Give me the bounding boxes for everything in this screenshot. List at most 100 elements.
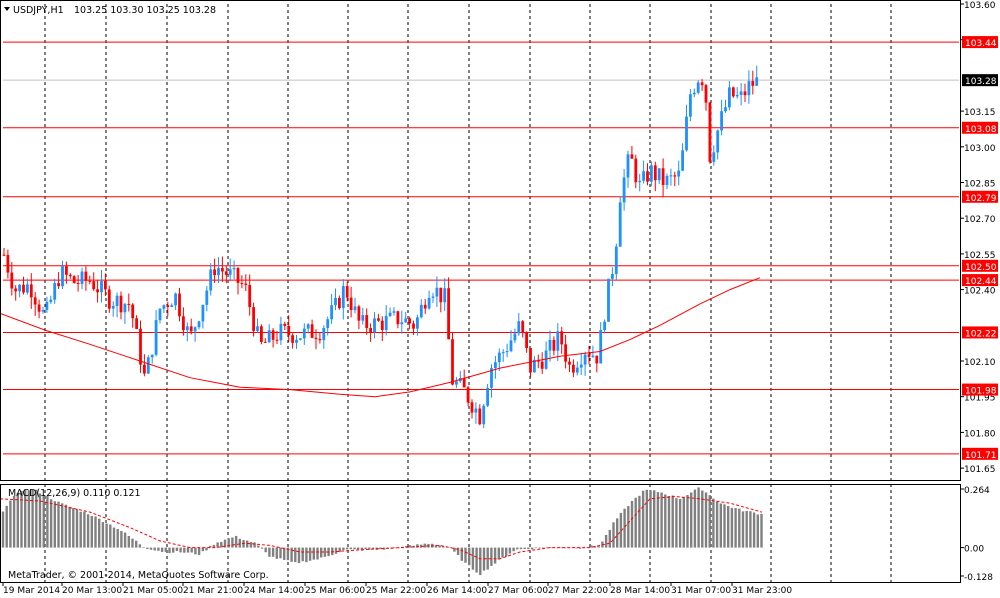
candle-body bbox=[731, 87, 735, 97]
candle-body bbox=[735, 94, 739, 97]
chevron-down-icon[interactable] bbox=[4, 7, 10, 11]
macd-bar bbox=[371, 547, 375, 550]
macd-bar bbox=[653, 490, 656, 548]
macd-bar bbox=[719, 503, 722, 548]
level-label: 103.44 bbox=[965, 39, 997, 49]
panel-frames bbox=[0, 0, 961, 583]
candle-body bbox=[96, 289, 99, 293]
macd-bar bbox=[349, 547, 352, 550]
candle-body bbox=[302, 328, 306, 339]
candle-body bbox=[174, 293, 177, 306]
macd-bar bbox=[597, 546, 600, 548]
candle-body bbox=[84, 271, 88, 281]
macd-bar bbox=[608, 529, 611, 548]
macd-bar bbox=[490, 547, 493, 566]
candle-body bbox=[314, 337, 318, 339]
candle-body bbox=[412, 323, 415, 329]
macd-bar bbox=[112, 527, 116, 548]
macd-bar bbox=[164, 547, 167, 552]
candle-body bbox=[318, 338, 322, 341]
candle-body bbox=[716, 130, 720, 153]
macd-bar bbox=[630, 500, 634, 548]
macd-bar bbox=[664, 494, 667, 548]
candle-body bbox=[377, 318, 380, 321]
candle-body bbox=[123, 303, 127, 313]
candle-body bbox=[158, 308, 162, 321]
level-label: 101.98 bbox=[965, 387, 997, 397]
candle-body bbox=[291, 335, 294, 343]
macd-bar bbox=[209, 545, 212, 548]
candle-body bbox=[552, 339, 556, 351]
price-axis-ticks: 103.60103.45103.15103.00102.85102.70102.… bbox=[960, 1, 996, 475]
candle-body bbox=[76, 283, 80, 285]
macd-bar bbox=[434, 545, 438, 548]
candle-body bbox=[260, 326, 263, 342]
macd-bar bbox=[453, 547, 456, 552]
macd-bar bbox=[20, 490, 23, 548]
price-tick-label: 101.80 bbox=[964, 429, 996, 439]
candle-body bbox=[392, 311, 396, 313]
macd-bar bbox=[693, 489, 697, 548]
candle-body bbox=[708, 102, 712, 162]
candle-body bbox=[2, 254, 6, 256]
macd-bar bbox=[271, 547, 275, 557]
candle-body bbox=[41, 310, 45, 312]
candle-body bbox=[37, 304, 41, 312]
candle-body bbox=[579, 364, 583, 368]
macd-bar bbox=[682, 497, 685, 548]
candle-body bbox=[178, 293, 181, 317]
moving-average-line bbox=[0, 277, 761, 398]
copyright-text: MetaTrader, © 2001-2014, MetaQuotes Soft… bbox=[8, 570, 269, 581]
candle-body bbox=[53, 283, 57, 300]
candle-body bbox=[396, 311, 400, 325]
candle-body bbox=[146, 357, 150, 374]
macd-bar bbox=[357, 547, 360, 550]
candle-body bbox=[209, 269, 213, 291]
macd-panel-frame bbox=[0, 484, 961, 583]
macd-bar bbox=[249, 541, 253, 548]
time-tick-label: 27 Mar 22:00 bbox=[548, 586, 608, 596]
macd-bar bbox=[316, 547, 319, 560]
macd-bar bbox=[290, 547, 293, 562]
macd-bar bbox=[305, 547, 308, 563]
price-tick-label: 101.65 bbox=[964, 465, 996, 475]
candle-body bbox=[603, 321, 606, 330]
macd-bar bbox=[127, 535, 130, 548]
macd-bar bbox=[752, 512, 756, 548]
time-tick-label: 27 Mar 06:00 bbox=[488, 586, 548, 596]
candle-body bbox=[26, 284, 29, 293]
time-tick-label: 26 Mar 14:00 bbox=[427, 586, 487, 596]
level-label-bg bbox=[962, 326, 998, 339]
candle-body bbox=[439, 287, 443, 303]
candle-body bbox=[618, 202, 622, 247]
macd-bar bbox=[260, 547, 264, 549]
current-price-label: 103.28 bbox=[965, 77, 997, 87]
price-tick-label: 102.55 bbox=[964, 251, 996, 261]
macd-bar bbox=[549, 547, 552, 548]
macd-bar bbox=[57, 501, 60, 548]
candle-body bbox=[131, 304, 135, 319]
candle-body bbox=[447, 288, 450, 340]
price-panel-frame bbox=[0, 0, 961, 481]
candle-body bbox=[107, 289, 111, 309]
candle-body bbox=[357, 306, 361, 321]
macd-bar bbox=[493, 547, 497, 564]
macd-bar bbox=[456, 547, 460, 556]
macd-bar bbox=[68, 506, 71, 548]
candle-body bbox=[287, 325, 291, 336]
candle-body bbox=[548, 339, 552, 351]
candle-body bbox=[728, 87, 731, 108]
candle-body bbox=[166, 305, 170, 307]
macd-bar bbox=[345, 547, 349, 550]
candle-body bbox=[189, 326, 193, 332]
candle-body bbox=[326, 319, 330, 328]
macd-bar bbox=[464, 547, 467, 563]
candle-body bbox=[661, 168, 665, 185]
macd-bar bbox=[575, 547, 578, 549]
price-tick-label: 102.70 bbox=[964, 215, 996, 225]
candle-body bbox=[416, 317, 419, 329]
macd-bar bbox=[690, 492, 693, 548]
candle-body bbox=[747, 81, 751, 96]
macd-bar bbox=[604, 534, 608, 548]
